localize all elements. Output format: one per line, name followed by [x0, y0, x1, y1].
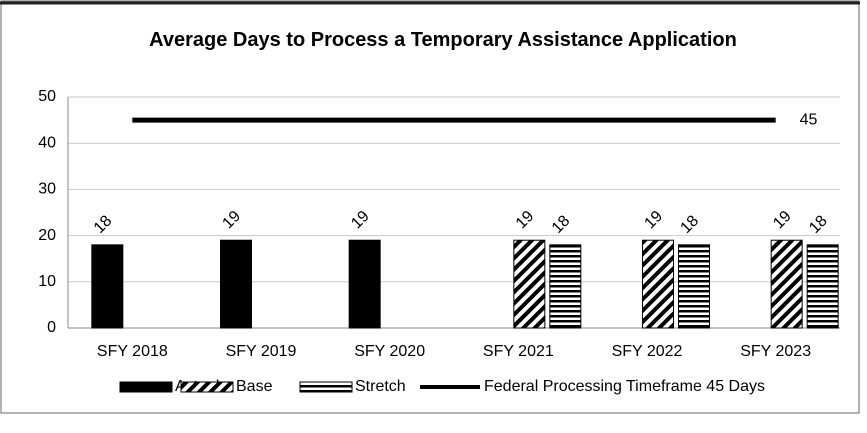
- bar: [678, 244, 710, 329]
- data-label: 19: [348, 208, 373, 233]
- legend-swatch: [180, 381, 234, 393]
- legend-label: Federal Processing Timeframe 45 Days: [484, 378, 765, 395]
- y-tick-label: 10: [38, 273, 56, 290]
- data-label: 19: [641, 208, 666, 233]
- line-value-label: 45: [800, 111, 818, 128]
- x-tick-label: SFY 2023: [740, 343, 811, 360]
- x-tick-label: SFY 2018: [97, 343, 168, 360]
- data-label: 18: [677, 212, 702, 237]
- legend-swatch: [119, 381, 173, 393]
- y-tick-label: 0: [47, 319, 56, 336]
- bar: [549, 244, 582, 329]
- bar: [770, 239, 803, 329]
- data-label: 19: [513, 208, 538, 233]
- y-tick-label: 40: [38, 134, 56, 151]
- data-label: 19: [219, 208, 244, 233]
- frame: [0, 0, 860, 414]
- bar: [513, 239, 546, 329]
- bar: [91, 244, 124, 329]
- x-tick-label: SFY 2021: [483, 343, 554, 360]
- data-label: 18: [549, 212, 574, 237]
- y-tick-label: 30: [38, 181, 56, 198]
- x-tick-label: SFY 2020: [354, 343, 425, 360]
- y-tick-label: 50: [38, 88, 56, 105]
- legend-label: Base: [236, 378, 273, 395]
- data-label: 18: [806, 212, 831, 237]
- data-label: 19: [770, 208, 795, 233]
- legend-label: Stretch: [355, 378, 406, 395]
- y-tick-label: 20: [38, 227, 56, 244]
- x-tick-label: SFY 2019: [226, 343, 297, 360]
- chart-title: Average Days to Process a Temporary Assi…: [149, 29, 737, 51]
- bar: [220, 239, 252, 329]
- legend-swatch: [299, 381, 353, 393]
- bar: [642, 239, 674, 329]
- data-label: 18: [91, 212, 116, 237]
- bar: [348, 239, 381, 329]
- x-tick-label: SFY 2022: [612, 343, 683, 360]
- bar: [806, 244, 839, 329]
